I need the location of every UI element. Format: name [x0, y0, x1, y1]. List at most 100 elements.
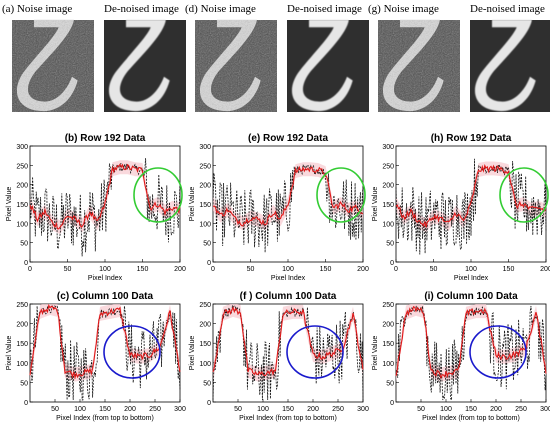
- y-tick-label: 250: [199, 163, 211, 170]
- y-tick-label: 50: [386, 380, 394, 387]
- x-axis-label: Pixel Index (from top to bottom): [239, 415, 337, 422]
- col-plot-title: (f ) Column 100 Data: [240, 291, 337, 302]
- x-tick-label: 150: [465, 406, 477, 413]
- y-tick-label: 150: [199, 341, 211, 348]
- y-tick-label: 250: [199, 302, 211, 309]
- y-tick-label: 0: [390, 260, 394, 267]
- x-axis-label: Pixel Index (from top to bottom): [56, 415, 154, 422]
- y-tick-label: 0: [207, 260, 211, 267]
- y-tick-label: 150: [199, 202, 211, 209]
- col-plot-highlight-circle: [103, 325, 161, 379]
- row-plot-title: (e) Row 192 Data: [248, 133, 328, 144]
- x-tick-label: 100: [282, 266, 294, 273]
- y-axis-label: Pixel Value: [189, 187, 196, 222]
- y-tick-label: 200: [16, 322, 28, 329]
- y-axis-label: Pixel Value: [6, 336, 13, 371]
- y-tick-label: 100: [16, 221, 28, 228]
- y-tick-label: 250: [16, 163, 28, 170]
- x-tick-label: 0: [28, 266, 32, 273]
- y-tick-label: 150: [16, 202, 28, 209]
- row-plot-highlight-circle: [499, 167, 549, 223]
- x-tick-label: 50: [417, 406, 425, 413]
- y-tick-label: 0: [24, 260, 28, 267]
- y-tick-label: 300: [199, 144, 211, 151]
- noise-image-label: (d) Noise image: [185, 3, 256, 15]
- y-tick-label: 250: [16, 302, 28, 309]
- y-tick-label: 250: [382, 163, 394, 170]
- y-tick-label: 50: [20, 241, 28, 248]
- noise-image-label: (g) Noise image: [368, 3, 439, 15]
- y-tick-label: 300: [16, 144, 28, 151]
- col-plot-highlight-circle: [286, 325, 344, 379]
- col-plot-denoised-series: [395, 306, 547, 380]
- row-plot-noisy-series: [212, 164, 364, 253]
- denoised-image-label: De-noised image: [104, 3, 179, 15]
- x-tick-label: 100: [74, 406, 86, 413]
- x-tick-label: 150: [137, 266, 149, 273]
- noise-texture: [378, 20, 460, 112]
- x-tick-label: 300: [540, 406, 550, 413]
- noise-image-label: (a) Noise image: [2, 3, 72, 15]
- y-axis-label: Pixel Value: [189, 336, 196, 371]
- x-tick-label: 50: [247, 266, 255, 273]
- column-1: (a) Noise image De-noised image (b) Row 19…: [2, 3, 186, 422]
- x-tick-label: 100: [99, 266, 111, 273]
- x-tick-label: 100: [257, 406, 269, 413]
- x-tick-label: 0: [211, 266, 215, 273]
- denoised-image-label: De-noised image: [287, 3, 362, 15]
- row-plot-title: (b) Row 192 Data: [65, 133, 146, 144]
- row-plot: (h) Row 192 Data 0 50 100 150 200 250 300 0 50 100…: [372, 133, 550, 282]
- y-axis-label: Pixel Value: [372, 187, 379, 222]
- y-tick-label: 50: [203, 241, 211, 248]
- x-tick-label: 150: [99, 406, 111, 413]
- noise-image: [195, 19, 277, 112]
- y-tick-label: 50: [20, 380, 28, 387]
- row-plot-highlight-circle: [316, 167, 366, 223]
- noise-texture: [195, 20, 277, 112]
- col-plot-noisy-series: [29, 305, 181, 401]
- x-tick-label: 250: [149, 406, 161, 413]
- col-plot: (f ) Column 100 Data 0 50 100 150 200 250 50 100…: [189, 291, 369, 422]
- y-tick-label: 200: [382, 183, 394, 190]
- y-tick-label: 200: [199, 183, 211, 190]
- x-tick-label: 0: [394, 266, 398, 273]
- denoised-image: [470, 19, 550, 112]
- x-tick-label: 100: [440, 406, 452, 413]
- column-2: (d) Noise image De-noised image (e) Row 19…: [185, 3, 369, 422]
- y-tick-label: 50: [203, 380, 211, 387]
- x-tick-label: 150: [503, 266, 515, 273]
- col-plot-denoised-series: [29, 303, 181, 380]
- row-plot-band: [396, 161, 546, 233]
- y-tick-label: 150: [382, 202, 394, 209]
- col-plot-denoised-series: [212, 306, 364, 377]
- y-tick-label: 200: [16, 183, 28, 190]
- denoised-image: [287, 19, 369, 112]
- y-tick-label: 150: [382, 341, 394, 348]
- y-tick-label: 250: [382, 302, 394, 309]
- y-tick-label: 100: [199, 221, 211, 228]
- x-axis-label: Pixel Index (from top to bottom): [422, 415, 520, 422]
- y-tick-label: 100: [382, 221, 394, 228]
- y-tick-label: 200: [199, 322, 211, 329]
- x-tick-label: 100: [465, 266, 477, 273]
- x-axis-label: Pixel Index: [454, 275, 489, 282]
- x-axis-label: Pixel Index: [88, 275, 123, 282]
- y-tick-label: 0: [24, 400, 28, 407]
- y-tick-label: 300: [382, 144, 394, 151]
- row-plot: (e) Row 192 Data 0 50 100 150 200 250 300 0 50 100…: [189, 133, 369, 282]
- col-plot-band: [396, 304, 546, 382]
- x-tick-label: 200: [124, 406, 136, 413]
- y-tick-label: 150: [16, 341, 28, 348]
- col-plot-band: [213, 304, 363, 382]
- x-tick-label: 250: [515, 406, 527, 413]
- row-plot-denoised-series: [212, 165, 364, 227]
- y-tick-label: 50: [386, 241, 394, 248]
- x-tick-label: 50: [64, 266, 72, 273]
- x-tick-label: 150: [282, 406, 294, 413]
- y-tick-label: 0: [390, 400, 394, 407]
- y-tick-label: 100: [382, 361, 394, 368]
- x-tick-label: 50: [234, 406, 242, 413]
- x-tick-label: 150: [320, 266, 332, 273]
- row-plot-noisy-series: [395, 158, 547, 255]
